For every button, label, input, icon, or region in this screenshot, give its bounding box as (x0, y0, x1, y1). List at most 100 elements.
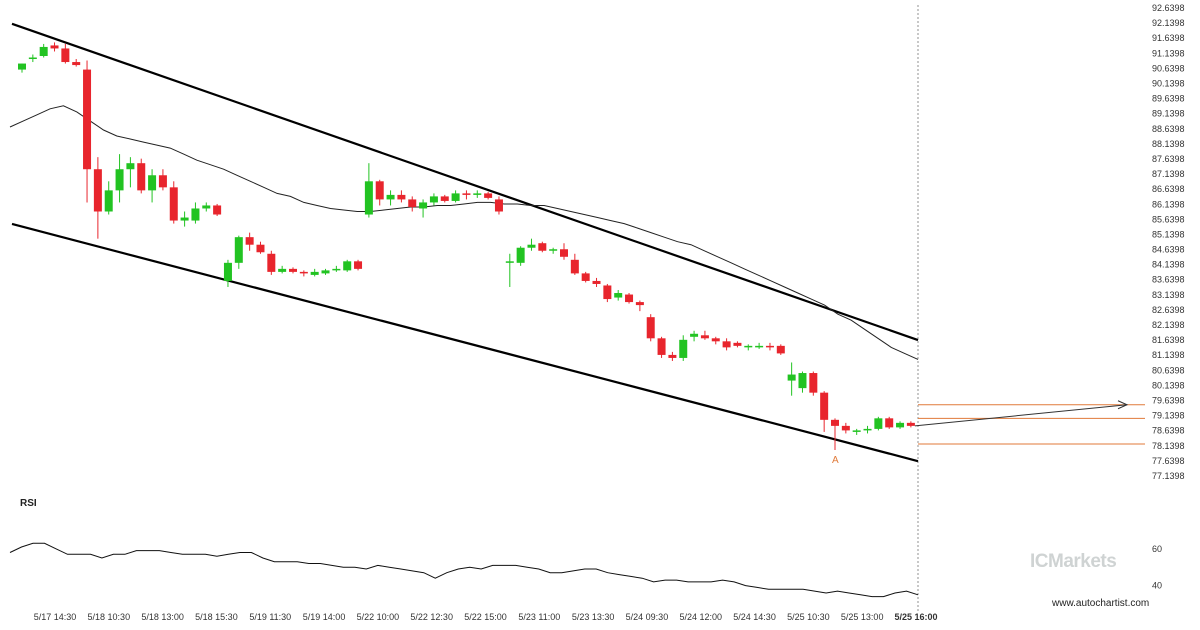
candle-body (462, 193, 471, 195)
bullish-candle (104, 181, 113, 215)
bullish-candle (451, 190, 460, 203)
bullish-candle (527, 238, 536, 251)
candle-body (386, 194, 395, 200)
bearish-candle (570, 253, 579, 275)
candle-body (429, 196, 438, 203)
candle-body (516, 247, 525, 263)
candle-body (776, 345, 785, 354)
candle-body (679, 339, 688, 358)
bullish-candle (343, 259, 352, 272)
price-tick-label: 89.6398 (1152, 94, 1185, 104)
price-tick-label: 92.1398 (1152, 18, 1185, 28)
candle-body (549, 249, 558, 251)
price-tick-label: 82.6398 (1152, 305, 1185, 315)
rsi-panel: 60 40 (9, 542, 1162, 598)
bearish-candle (885, 416, 894, 429)
bearish-candle (169, 181, 178, 224)
moving-average (9, 105, 919, 360)
bearish-candle (820, 391, 829, 432)
candle-body (169, 187, 178, 221)
rsi-tick-label: 40 (1152, 581, 1162, 591)
price-tick-label: 80.6398 (1152, 365, 1185, 375)
candle-body (527, 244, 536, 248)
time-tick-label: 5/25 16:00 (894, 612, 937, 622)
icmarkets-logo: ICMarkets (1030, 551, 1117, 572)
time-axis: 5/17 14:30 5/18 10:30 5/18 13:00 5/18 15:30… (34, 612, 938, 622)
candle-body (581, 273, 590, 281)
candle-body (83, 69, 92, 170)
candle-body (126, 163, 135, 170)
bearish-candle (484, 191, 493, 200)
candle-body (570, 259, 579, 274)
candle-body (722, 341, 731, 348)
bullish-candle (234, 235, 243, 269)
time-tick-label: 5/18 10:30 (88, 612, 131, 622)
price-tick-label: 85.1398 (1152, 229, 1185, 239)
candle-body (321, 270, 330, 274)
candle-body (28, 57, 37, 60)
bullish-candle (516, 246, 525, 266)
website-label: www.autochartist.com (1052, 598, 1150, 609)
bearish-candle (375, 179, 384, 206)
candle-body (299, 271, 308, 274)
bullish-candle (126, 157, 135, 188)
bearish-candle (61, 43, 70, 64)
bearish-candle (831, 418, 839, 451)
bullish-candle (852, 428, 861, 435)
bearish-candle (462, 190, 471, 200)
candle-body (93, 169, 102, 212)
price-tick-label: 87.1398 (1152, 169, 1185, 179)
candle-body (375, 181, 384, 200)
time-tick-label: 5/18 13:00 (141, 612, 184, 622)
time-tick-label: 5/22 10:00 (357, 612, 400, 622)
candle-body (61, 48, 70, 63)
bearish-candle (625, 293, 634, 304)
candle-body (278, 268, 287, 272)
bullish-candle (115, 154, 124, 203)
rsi-tick-label: 60 (1152, 544, 1162, 554)
bearish-candle (256, 241, 265, 254)
candle-body (234, 237, 243, 263)
candle-body (267, 253, 276, 272)
bullish-candle (310, 268, 319, 277)
candle-body (690, 333, 699, 337)
price-tick-label: 90.1398 (1152, 78, 1185, 88)
price-tick-label: 84.1398 (1152, 260, 1185, 270)
bullish-candle (429, 193, 438, 206)
bullish-candle (364, 163, 373, 218)
price-tick-label: 92.6398 (1152, 3, 1185, 13)
candle-body (711, 338, 720, 342)
bullish-candle (223, 259, 232, 287)
bullish-candle (874, 416, 883, 431)
candle-body (115, 169, 124, 191)
bullish-candle (679, 335, 688, 361)
bullish-candle (755, 342, 764, 349)
rsi-title: RSI (20, 498, 37, 509)
price-tick-label: 81.6398 (1152, 335, 1185, 345)
candle-body (668, 354, 677, 358)
bearish-candle (83, 60, 92, 203)
candle-body (354, 261, 363, 269)
bullish-candle (28, 54, 37, 63)
bullish-candle (798, 371, 807, 393)
bearish-candle (93, 157, 102, 239)
price-tick-label: 85.6398 (1152, 214, 1185, 224)
candle-body (874, 418, 883, 429)
channel-lines (11, 22, 919, 463)
bearish-candle (50, 42, 59, 52)
candle-body (223, 262, 232, 281)
candle-body (809, 373, 818, 393)
candle-body (896, 422, 905, 428)
bullish-candle (18, 63, 26, 73)
candle-body (180, 217, 189, 221)
bullish-candle (180, 211, 189, 227)
bullish-candle (787, 362, 796, 396)
bearish-candle (158, 169, 167, 191)
channel-lower-line (11, 222, 919, 463)
price-tick-label: 89.1398 (1152, 109, 1185, 119)
time-tick-label: 5/25 10:30 (787, 612, 830, 622)
bearish-candle (289, 267, 297, 274)
candle-body (397, 194, 406, 200)
bearish-candle (581, 271, 590, 283)
